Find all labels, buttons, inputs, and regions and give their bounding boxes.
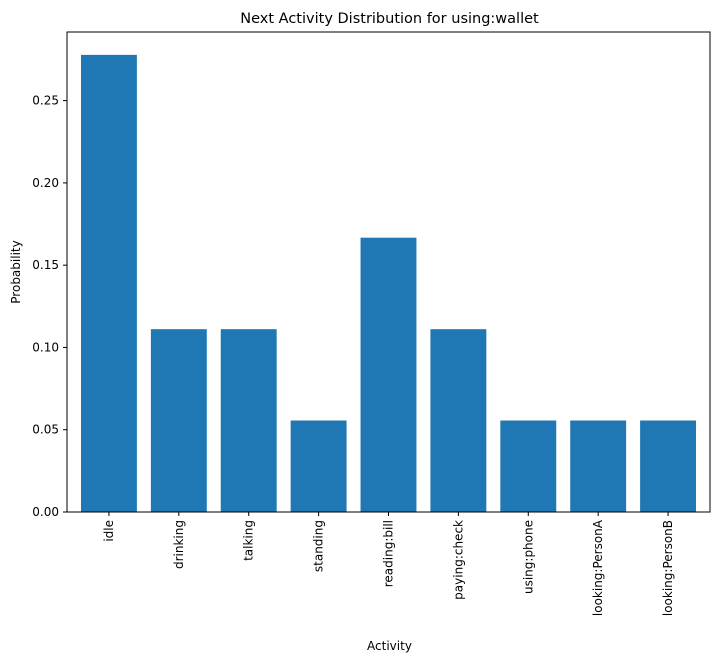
- x-tick-label: talking: [242, 520, 256, 561]
- bar-reading-bill: [360, 237, 417, 512]
- x-tick-label: using:phone: [521, 520, 535, 594]
- x-axis-ticks: idle drinking talking standing reading:bill p…: [102, 512, 675, 616]
- x-axis-label: Activity: [367, 639, 412, 653]
- bar-drinking: [150, 329, 207, 512]
- y-tick-label: 0.00: [32, 505, 59, 519]
- y-tick-label: 0.05: [32, 423, 59, 437]
- y-tick-label: 0.15: [32, 258, 59, 272]
- y-axis-ticks: 0.00 0.05 0.10 0.15 0.20 0.25: [32, 94, 67, 519]
- x-tick-label: standing: [312, 520, 326, 572]
- y-tick-label: 0.20: [32, 176, 59, 190]
- x-tick-label: reading:bill: [382, 520, 396, 587]
- bar-idle: [80, 54, 137, 513]
- chart-title: Next Activity Distribution for using:wal…: [240, 11, 539, 27]
- bar-standing: [290, 420, 347, 512]
- bar-using-phone: [500, 420, 557, 512]
- bar-looking-personb: [640, 420, 697, 512]
- y-tick-label: 0.25: [32, 94, 59, 108]
- bar-looking-persona: [570, 420, 627, 512]
- x-tick-label: looking:PersonB: [661, 520, 675, 616]
- x-tick-label: looking:PersonA: [591, 519, 605, 616]
- x-tick-label: idle: [102, 520, 116, 542]
- y-axis-label: Probability: [9, 240, 23, 303]
- x-tick-label: paying:check: [451, 520, 465, 600]
- x-tick-label: drinking: [172, 520, 186, 569]
- bars-layer: [80, 54, 697, 513]
- plot-frame: [66, 31, 711, 513]
- bar-talking: [220, 329, 277, 512]
- y-tick-label: 0.10: [32, 340, 59, 354]
- bar-paying-check: [430, 329, 487, 512]
